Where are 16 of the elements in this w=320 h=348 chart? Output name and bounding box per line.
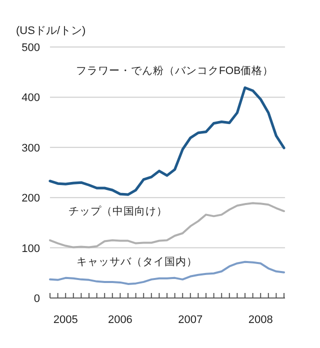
- series-label: チップ（中国向け）: [68, 204, 168, 218]
- text: フラワー・でん粉（バンコクFOB価格）: [76, 65, 274, 78]
- series-label: キャッサバ（タイ国内）: [76, 254, 198, 268]
- y-tick-label: 500: [22, 42, 40, 54]
- line-series: [48, 86, 286, 196]
- line-series: [49, 202, 285, 248]
- y-axis-title: (USドル/トン): [16, 25, 86, 37]
- y-tick-label: 400: [22, 92, 40, 104]
- x-tick-label: 2007: [178, 314, 203, 326]
- x-tick-label: 2005: [53, 314, 78, 326]
- y-tick-label: 200: [22, 192, 40, 205]
- y-tick-label: 100: [22, 242, 40, 255]
- x-tick-label: 2006: [108, 314, 132, 326]
- y-tick-label: 0: [34, 293, 40, 305]
- x-tick-label: 2008: [248, 314, 273, 326]
- y-tick-label: 300: [22, 142, 40, 154]
